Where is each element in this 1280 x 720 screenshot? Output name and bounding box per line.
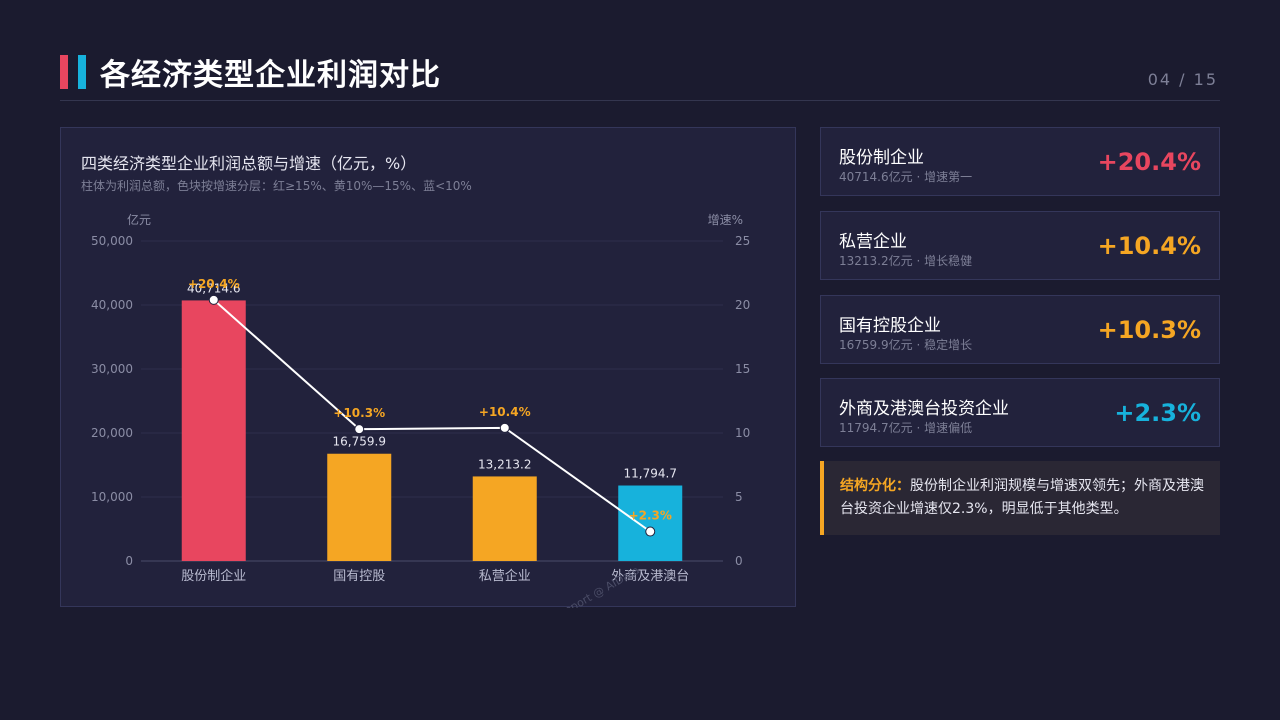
y2-tick-label: 0 (735, 554, 743, 568)
category-label: 股份制企业 (181, 568, 246, 584)
card-desc: 13213.2亿元 · 增长稳健 (839, 254, 973, 268)
growth-rate-label: +10.3% (333, 406, 385, 420)
y2-tick-label: 25 (735, 234, 750, 248)
card-foreign: 外商及港澳台投资企业 11794.7亿元 · 增速偏低 +2.3% (820, 378, 1220, 447)
bar (472, 476, 537, 561)
y-tick-label: 20,000 (91, 426, 133, 440)
page-title: 各经济类型企业利润对比 (100, 58, 441, 93)
page-number: 04 / 15 (1147, 70, 1218, 89)
card-rate: +2.3% (1114, 399, 1201, 427)
y2-tick-label: 20 (735, 298, 750, 312)
card-rate: +20.4% (1097, 148, 1201, 176)
bar (327, 453, 392, 561)
card-name: 国有控股企业 (839, 316, 941, 336)
card-state-owned: 国有控股企业 16759.9亿元 · 稳定增长 +10.3% (820, 295, 1220, 364)
growth-line-layer (208, 294, 656, 537)
title-bar: 各经济类型企业利润对比 (60, 54, 441, 93)
card-name: 私营企业 (839, 232, 907, 252)
bar-value-label: 40,714.6 (187, 281, 240, 295)
y2-tick-label: 5 (735, 490, 743, 504)
card-rate: +10.3% (1097, 316, 1201, 344)
insight-note: 结构分化：股份制企业利润规模与增速双领先；外商及港澳台投资企业增速仅2.3%，明… (820, 461, 1220, 535)
y2-tick-label: 15 (735, 362, 750, 376)
growth-point (499, 422, 510, 433)
title-accent-blue (78, 55, 86, 89)
y2-axis-label: 增速% (708, 213, 743, 227)
bar-value-label: 16,759.9 (333, 435, 386, 449)
y-tick-label: 0 (125, 554, 133, 568)
title-divider (60, 100, 1220, 101)
title-accent-red (60, 55, 68, 89)
card-private: 私营企业 13213.2亿元 · 增长稳健 +10.4% (820, 211, 1220, 280)
card-desc: 40714.6亿元 · 增速第一 (839, 170, 973, 184)
growth-rate-label: +10.4% (479, 405, 531, 419)
growth-point (354, 424, 365, 435)
bar-value-label: 11,794.7 (624, 467, 677, 481)
note-text: 股份制企业利润规模与增速双领先；外商及港澳台投资企业增速仅2.3%，明显低于其他… (840, 478, 1204, 517)
watermark: Report @ AIData (556, 564, 642, 608)
y2-tick-label: 10 (735, 426, 750, 440)
growth-line (213, 299, 651, 533)
card-name: 外商及港澳台投资企业 (839, 399, 1009, 419)
label-layer: 40,714.6 股份制企业 16,759.9 国有控股 13,213.2 私营企业 11,… (181, 277, 689, 584)
card-desc: 11794.7亿元 · 增速偏低 (839, 421, 973, 435)
y-tick-label: 40,000 (91, 298, 133, 312)
card-rate: +10.4% (1097, 232, 1201, 260)
chart-panel: 四类经济类型企业利润总额与增速（亿元，%） 柱体为利润总额，色块按增速分层：红≥… (60, 127, 796, 608)
category-label: 私营企业 (479, 568, 531, 584)
growth-rate-label: +2.3% (629, 509, 672, 523)
chart-title: 四类经济类型企业利润总额与增速（亿元，%） (81, 154, 417, 173)
category-label: 国有控股 (333, 569, 385, 584)
y-tick-label: 50,000 (91, 234, 133, 248)
card-name: 股份制企业 (839, 148, 924, 168)
category-label: 外商及港澳台 (611, 568, 689, 584)
note-label: 结构分化： (840, 478, 910, 494)
growth-rate-label: +20.4% (188, 277, 240, 291)
y-tick-label: 30,000 (91, 362, 133, 376)
y-tick-label: 10,000 (91, 490, 133, 504)
chart-subtitle: 柱体为利润总额，色块按增速分层：红≥15%、黄10%—15%、蓝<10% (81, 179, 472, 193)
bar-value-label: 13,213.2 (478, 457, 531, 471)
bar-layer (181, 300, 683, 561)
y-axis-label: 亿元 (127, 212, 151, 227)
growth-point (645, 526, 656, 537)
profit-chart: 亿元 增速% 0 10,000 20,000 30,000 40,000 50,000 0 5… (91, 212, 750, 608)
growth-point (208, 294, 219, 305)
card-joint-stock: 股份制企业 40714.6亿元 · 增速第一 +20.4% (820, 127, 1220, 196)
card-desc: 16759.9亿元 · 稳定增长 (839, 338, 973, 352)
bar (618, 485, 683, 561)
bar (181, 300, 246, 561)
